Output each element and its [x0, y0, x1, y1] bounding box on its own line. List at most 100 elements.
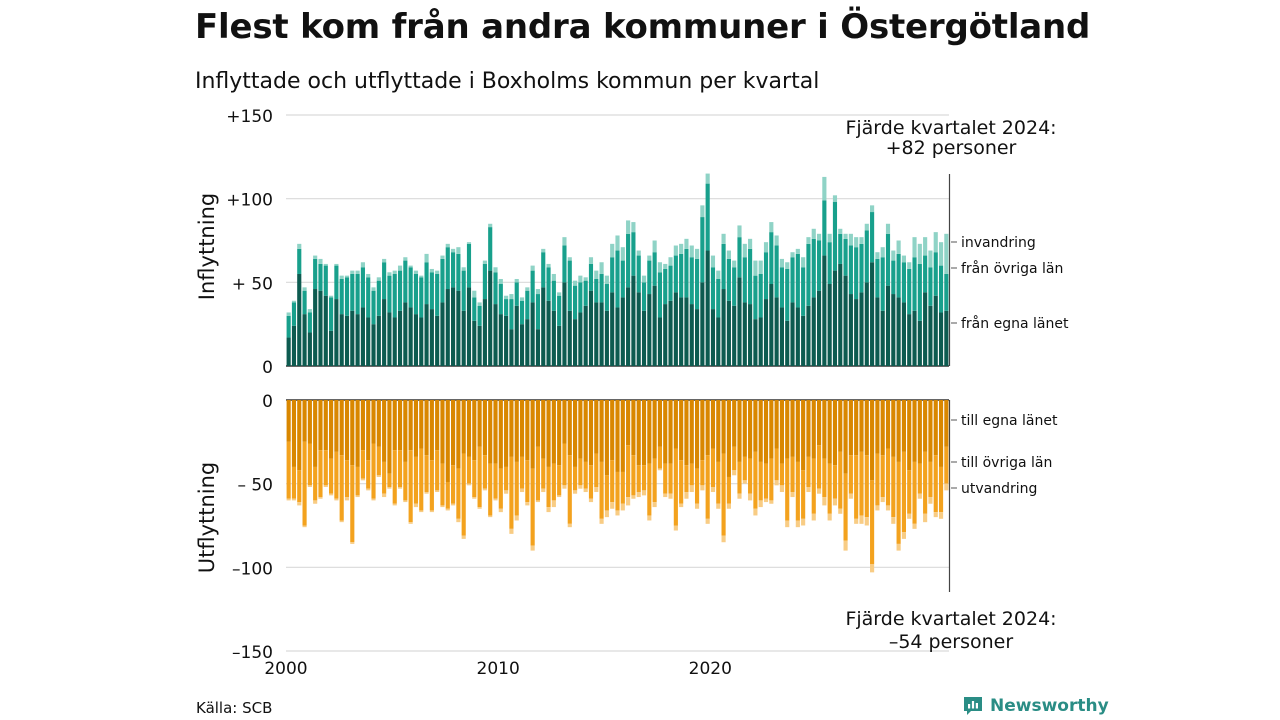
in-bar-segment — [795, 253, 800, 308]
out-y-tick-label: – 50 — [237, 476, 273, 496]
in-bar-segment — [854, 237, 859, 248]
in-bar-segment — [466, 242, 472, 244]
out-bar-segment — [514, 461, 519, 516]
out-bar-segment — [848, 455, 853, 494]
in-bar-segment — [472, 297, 477, 321]
in-bar-segment — [302, 287, 307, 291]
out-bar-segment — [854, 400, 859, 456]
out-bar-segment — [827, 463, 832, 514]
out-bar-segment — [668, 493, 673, 499]
in-bar-segment — [822, 200, 827, 256]
in-bar-segment — [732, 305, 737, 366]
out-bar-segment — [626, 497, 631, 506]
in-bar-segment — [732, 260, 737, 268]
in-bar-segment — [811, 228, 816, 239]
in-bar-segment — [944, 233, 949, 274]
in-bar-segment — [700, 282, 705, 366]
in-bar-segment — [440, 258, 445, 303]
brand[interactable]: Newsworthy — [962, 694, 1109, 718]
in-bar-segment — [647, 260, 652, 295]
in-bar-segment — [408, 307, 413, 366]
in-bar-segment — [854, 247, 859, 300]
out-bar-segment — [488, 515, 493, 518]
in-bar-segment — [360, 262, 365, 268]
out-bar-segment — [514, 515, 519, 521]
in-bar-segment — [588, 257, 594, 264]
out-bar-segment — [323, 450, 328, 486]
out-bar-segment — [413, 456, 419, 504]
out-bar-segment — [466, 456, 472, 484]
out-bar-segment — [429, 510, 434, 513]
out-bar-segment — [885, 448, 891, 506]
out-bar-segment — [663, 463, 668, 494]
in-bar-segment — [397, 265, 403, 271]
in-bar-segment — [663, 268, 668, 305]
out-bar-segment — [657, 446, 662, 469]
in-bar-segment — [472, 290, 477, 298]
out-bar-segment — [938, 512, 944, 519]
chart-title: Flest kom från andra kommuner i Östergöt… — [195, 7, 1091, 47]
out-bar-segment — [419, 400, 424, 449]
out-bar-segment — [504, 400, 509, 467]
out-bar-segment — [928, 461, 933, 498]
out-bar-segment — [917, 400, 922, 464]
in-bar-segment — [901, 262, 906, 303]
in-bar-segment — [673, 245, 678, 256]
in-bar-segment — [578, 275, 583, 283]
in-bar-segment — [567, 310, 572, 366]
out-bar-segment — [647, 463, 652, 516]
in-bar-segment — [748, 248, 753, 305]
out-bar-segment — [769, 400, 774, 459]
in-bar-segment — [641, 310, 647, 366]
out-bar-segment — [408, 400, 413, 451]
in-bar-segment — [551, 280, 556, 311]
in-bar-segment — [891, 260, 896, 295]
in-annotation-line1: Fjärde kvartalet 2024: — [845, 117, 1056, 139]
in-bar-segment — [816, 290, 822, 366]
out-bar-segment — [679, 460, 684, 504]
out-bar-segment — [885, 400, 891, 449]
in-bar-segment — [424, 253, 429, 263]
out-bar-segment — [567, 455, 572, 524]
in-bar-segment — [525, 319, 530, 366]
out-bar-segment — [557, 495, 562, 498]
in-bar-segment — [562, 245, 567, 283]
out-bar-segment — [816, 488, 822, 494]
out-bar-segment — [795, 520, 800, 528]
in-bar-segment — [376, 277, 381, 281]
in-bar-segment — [435, 270, 440, 274]
out-bar-segment — [535, 500, 541, 503]
in-bar-segment — [451, 252, 456, 288]
in-bar-segment — [626, 220, 631, 234]
out-bar-segment — [339, 400, 344, 456]
out-bar-segment — [875, 400, 880, 454]
in-bar-segment — [551, 273, 556, 281]
out-bar-segment — [806, 400, 811, 457]
in-bar-segment — [588, 290, 594, 366]
out-bar-segment — [318, 400, 323, 451]
out-bar-segment — [376, 400, 381, 447]
in-bar-segment — [806, 243, 811, 306]
in-bar-segment — [938, 312, 944, 366]
out-bar-segment — [875, 453, 880, 506]
in-bar-segment — [482, 260, 487, 264]
out-bar-segment — [445, 481, 450, 509]
out-bar-segment — [456, 468, 461, 519]
out-bar-segment — [329, 400, 334, 459]
out-bar-segment — [933, 400, 938, 456]
out-bar-segment — [848, 493, 853, 499]
in-bar-segment — [726, 300, 731, 366]
in-bar-segment — [461, 310, 466, 366]
in-bar-segment — [578, 312, 583, 366]
in-bar-segment — [795, 307, 800, 366]
in-bar-segment — [615, 235, 620, 251]
in-bar-segment — [429, 272, 434, 310]
out-bar-segment — [901, 532, 906, 539]
in-bar-segment — [334, 263, 339, 266]
out-bar-segment — [928, 497, 933, 504]
in-bar-segment — [737, 237, 742, 278]
in-bar-segment — [509, 294, 514, 300]
in-bar-segment — [482, 299, 487, 366]
in-bar-segment — [551, 310, 556, 366]
in-bar-segment — [917, 243, 922, 264]
